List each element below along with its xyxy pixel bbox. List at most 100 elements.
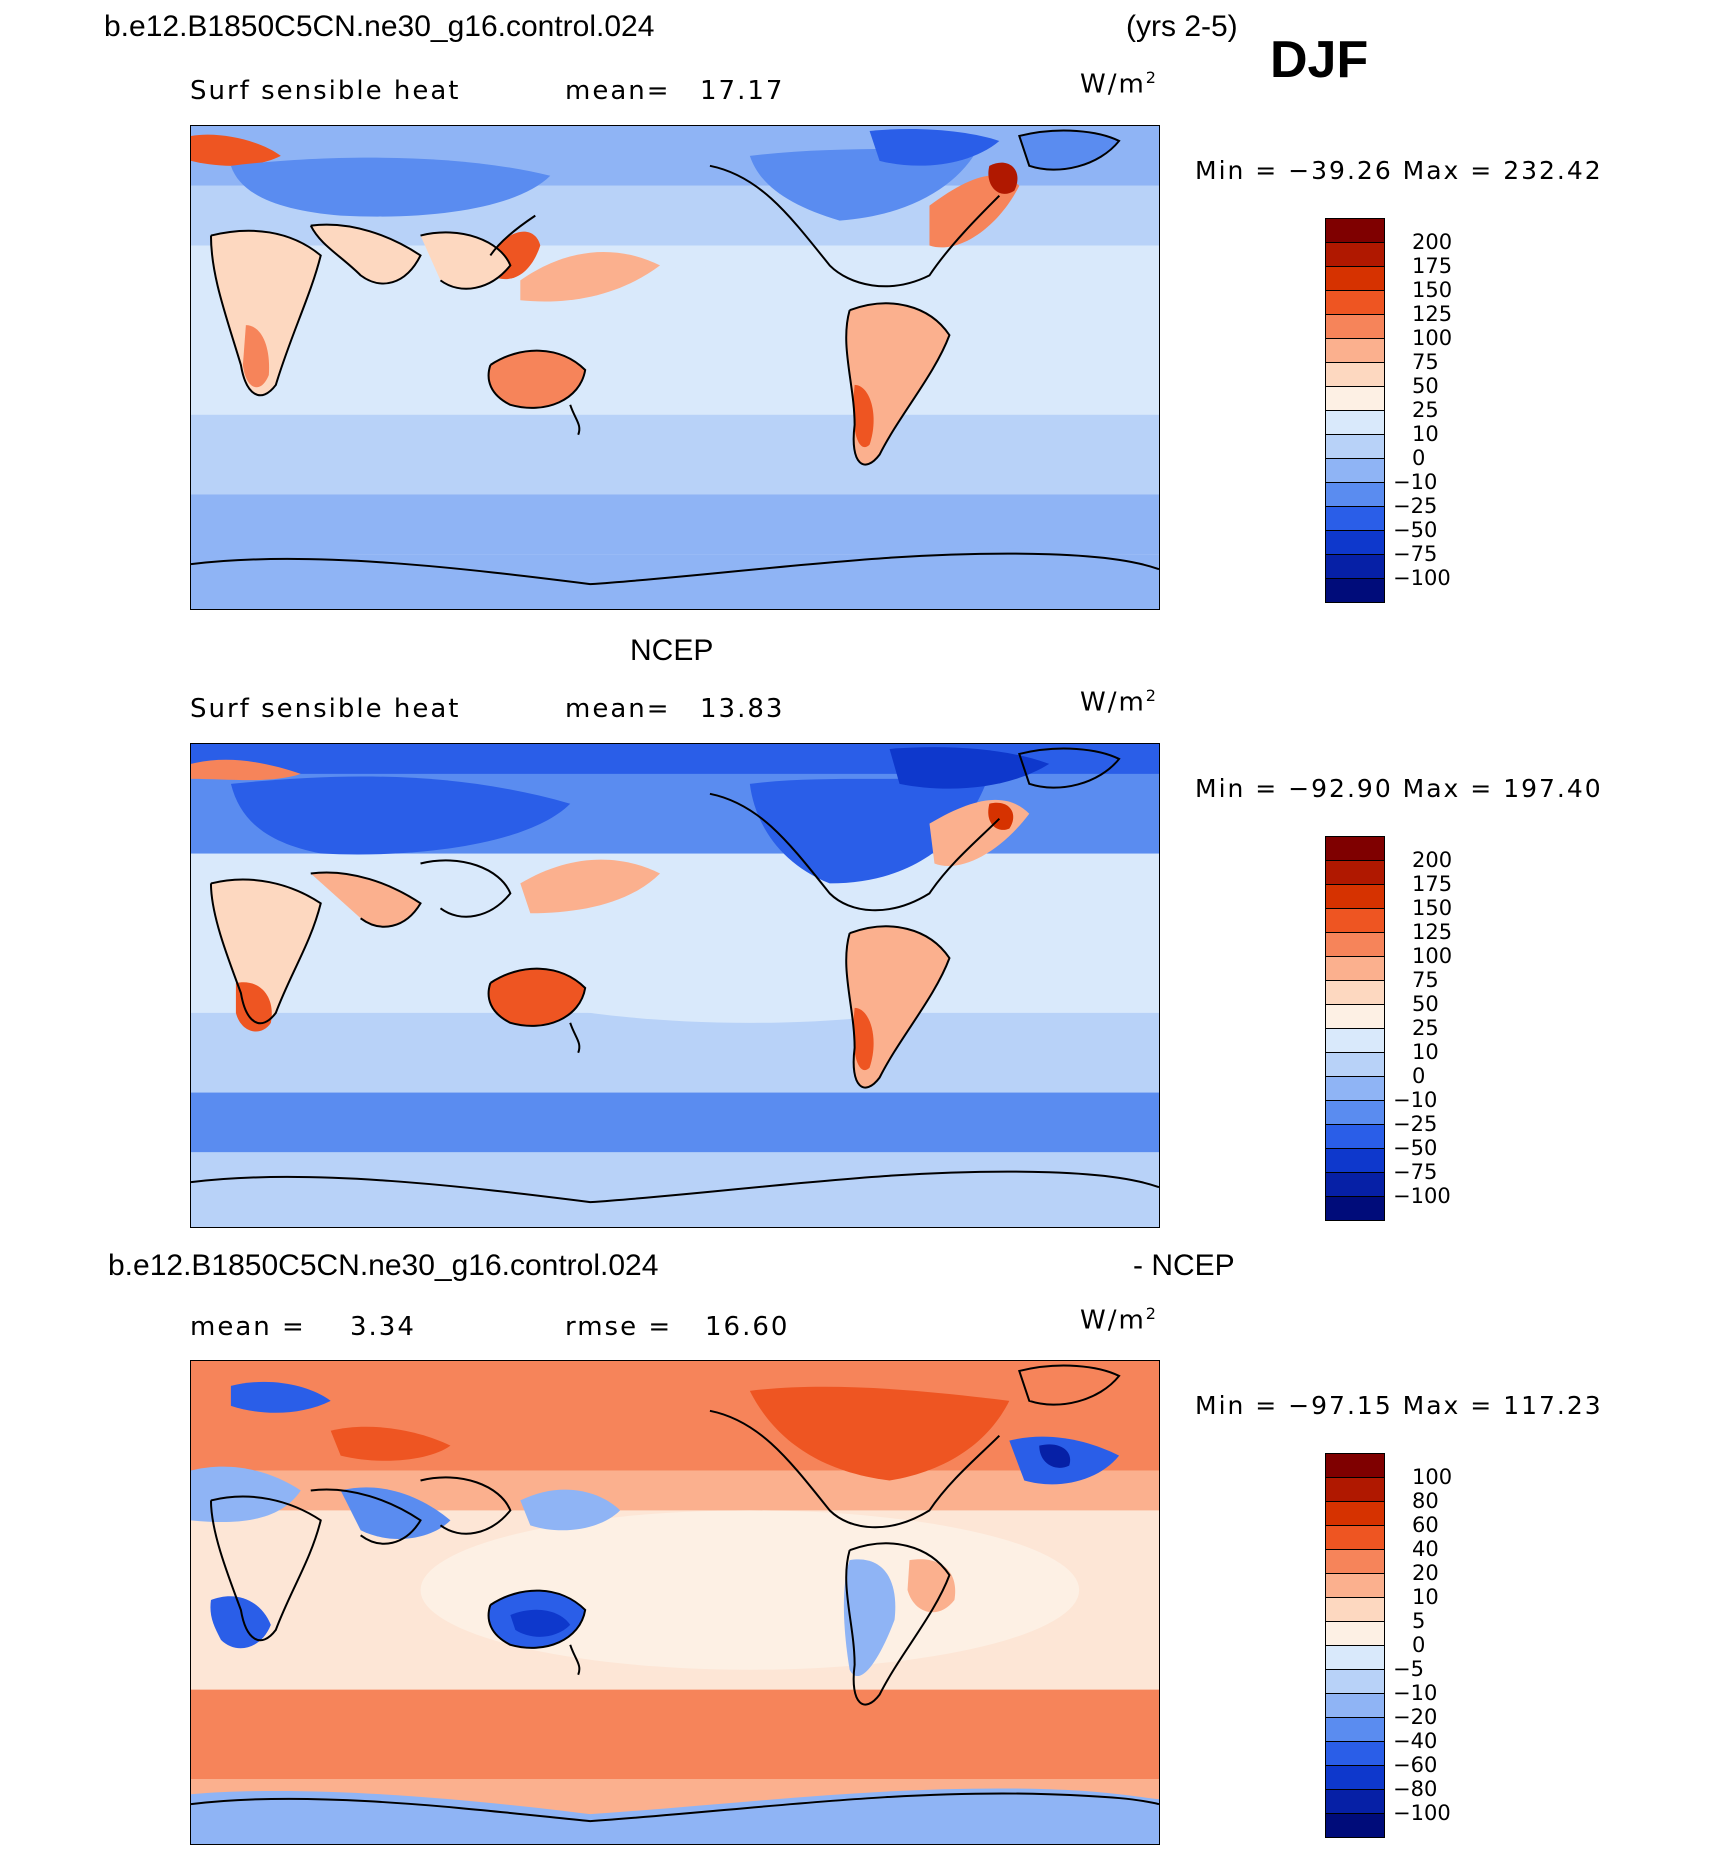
colorbar-tick-label: −10 — [1393, 1681, 1438, 1705]
panel3-rmse-label: rmse = — [565, 1312, 673, 1342]
colorbar-tick-label: −25 — [1393, 1112, 1438, 1136]
colorbar-tick-label: −100 — [1393, 1801, 1451, 1825]
colorbar-tick-label: 50 — [1412, 992, 1439, 1016]
panel2-mean-label: mean= — [565, 694, 671, 724]
panel2-colorbar — [1325, 836, 1385, 1221]
colorbar-tick-label: 0 — [1412, 1633, 1426, 1657]
colorbar-tick-label: −50 — [1393, 1136, 1438, 1160]
colorbar-swatch — [1325, 1717, 1385, 1741]
season-label: DJF — [1270, 31, 1369, 89]
colorbar-tick-label: −100 — [1393, 1184, 1451, 1208]
colorbar-swatch — [1325, 338, 1385, 362]
colorbar-swatch — [1325, 1765, 1385, 1789]
colorbar-tick-label: 175 — [1412, 254, 1453, 278]
colorbar-swatch — [1325, 1477, 1385, 1501]
panel2-mean-value: 13.83 — [700, 694, 785, 724]
colorbar-tick-label: −60 — [1393, 1753, 1438, 1777]
colorbar-swatch — [1325, 1597, 1385, 1621]
panel1-minmax: Min = −39.26 Max = 232.42 — [1195, 156, 1603, 185]
colorbar-tick-label: 125 — [1412, 920, 1453, 944]
colorbar-tick-label: 60 — [1412, 1513, 1439, 1537]
colorbar-tick-label: −10 — [1393, 470, 1438, 494]
panel3-minmax: Min = −97.15 Max = 117.23 — [1195, 1391, 1603, 1420]
colorbar-swatch — [1325, 1100, 1385, 1124]
colorbar-tick-label: 100 — [1412, 326, 1453, 350]
colorbar-tick-label: −5 — [1393, 1657, 1424, 1681]
panel1-map-svg — [191, 126, 1159, 609]
panel1-variable-label: Surf sensible heat — [190, 76, 461, 106]
colorbar-swatch — [1325, 290, 1385, 314]
colorbar-tick-label: 80 — [1412, 1489, 1439, 1513]
colorbar-tick-label: 75 — [1412, 968, 1439, 992]
panel3-rmse-value: 16.60 — [705, 1312, 790, 1342]
colorbar-swatch — [1325, 410, 1385, 434]
colorbar-swatch — [1325, 1549, 1385, 1573]
colorbar-swatch — [1325, 1621, 1385, 1645]
colorbar-swatch — [1325, 530, 1385, 554]
colorbar-swatch — [1325, 266, 1385, 290]
colorbar-swatch — [1325, 458, 1385, 482]
colorbar-swatch — [1325, 386, 1385, 410]
colorbar-tick-label: 200 — [1412, 848, 1453, 872]
panel2-variable-label: Surf sensible heat — [190, 694, 461, 724]
panel3-colorbar — [1325, 1453, 1385, 1838]
panel1-colorbar — [1325, 218, 1385, 603]
colorbar-swatch — [1325, 1124, 1385, 1148]
colorbar-swatch — [1325, 1501, 1385, 1525]
panel1-mean-label: mean= — [565, 76, 671, 106]
colorbar-tick-label: −20 — [1393, 1705, 1438, 1729]
panel3-map-svg — [191, 1361, 1159, 1844]
panel2-units: W/m2 — [1080, 686, 1158, 718]
colorbar-swatch — [1325, 980, 1385, 1004]
colorbar-swatch — [1325, 1172, 1385, 1196]
colorbar-tick-label: 150 — [1412, 278, 1453, 302]
colorbar-tick-label: 20 — [1412, 1561, 1439, 1585]
colorbar-swatch — [1325, 314, 1385, 338]
colorbar-tick-label: 125 — [1412, 302, 1453, 326]
panel3-title-right: - NCEP — [1133, 1249, 1235, 1282]
colorbar-swatch — [1325, 1741, 1385, 1765]
panel3-mean-label: mean = — [190, 1312, 306, 1342]
colorbar-tick-label: 75 — [1412, 350, 1439, 374]
colorbar-tick-label: 100 — [1412, 1465, 1453, 1489]
colorbar-tick-label: −100 — [1393, 566, 1451, 590]
colorbar-tick-label: −50 — [1393, 518, 1438, 542]
panel3-mean-value: 3.34 — [350, 1312, 416, 1342]
colorbar-tick-label: 50 — [1412, 374, 1439, 398]
colorbar-swatch — [1325, 884, 1385, 908]
colorbar-swatch — [1325, 554, 1385, 578]
panel3-units: W/m2 — [1080, 1304, 1158, 1336]
colorbar-swatch — [1325, 218, 1385, 242]
panel2-minmax: Min = −92.90 Max = 197.40 — [1195, 774, 1603, 803]
colorbar-swatch — [1325, 242, 1385, 266]
colorbar-swatch — [1325, 1004, 1385, 1028]
colorbar-swatch — [1325, 1028, 1385, 1052]
colorbar-swatch — [1325, 482, 1385, 506]
colorbar-tick-label: −40 — [1393, 1729, 1438, 1753]
colorbar-swatch — [1325, 836, 1385, 860]
colorbar-swatch — [1325, 362, 1385, 386]
colorbar-swatch — [1325, 1573, 1385, 1597]
colorbar-swatch — [1325, 1789, 1385, 1813]
colorbar-swatch — [1325, 1076, 1385, 1100]
colorbar-tick-label: −10 — [1393, 1088, 1438, 1112]
colorbar-swatch — [1325, 908, 1385, 932]
panel3-map — [190, 1360, 1160, 1845]
colorbar-tick-label: 100 — [1412, 944, 1453, 968]
colorbar-swatch — [1325, 578, 1385, 603]
colorbar-tick-label: −75 — [1393, 1160, 1438, 1184]
colorbar-swatch — [1325, 1525, 1385, 1549]
colorbar-tick-label: 0 — [1412, 1064, 1426, 1088]
colorbar-swatch — [1325, 932, 1385, 956]
panel3-title-left: b.e12.B1850C5CN.ne30_g16.control.024 — [108, 1249, 659, 1282]
colorbar-swatch — [1325, 1148, 1385, 1172]
colorbar-tick-label: −80 — [1393, 1777, 1438, 1801]
colorbar-tick-label: −75 — [1393, 542, 1438, 566]
panel2-map-svg — [191, 744, 1159, 1227]
colorbar-swatch — [1325, 1453, 1385, 1477]
colorbar-tick-label: 0 — [1412, 446, 1426, 470]
panel1-map — [190, 125, 1160, 610]
colorbar-swatch — [1325, 1693, 1385, 1717]
colorbar-tick-label: 10 — [1412, 1585, 1439, 1609]
colorbar-swatch — [1325, 1052, 1385, 1076]
